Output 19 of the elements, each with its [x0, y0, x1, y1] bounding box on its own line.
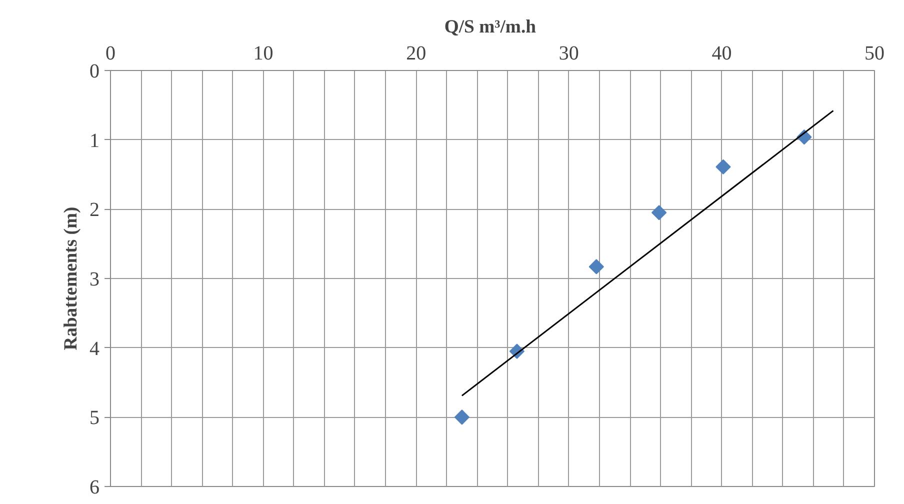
y-tick-label: 1	[90, 130, 100, 152]
point	[651, 205, 667, 220]
x-tick-label: 50	[864, 42, 884, 64]
point	[454, 410, 470, 425]
y-tick-label: 5	[90, 407, 100, 430]
x-tick-label: 40	[712, 42, 732, 64]
y-axis-title: Rabattements (m)	[60, 206, 82, 350]
x-axis-title: Q/S m³/m.h	[444, 16, 537, 38]
y-tick-label: 6	[90, 476, 100, 498]
x-tick-label: 20	[406, 42, 426, 64]
y-tick-label: 3	[90, 268, 100, 290]
y-tick-label: 4	[90, 338, 100, 360]
y-tick-label: 2	[90, 199, 100, 222]
x-tick-label: 0	[106, 42, 116, 64]
y-tick-label: 0	[90, 60, 100, 82]
x-tick-label: 10	[253, 42, 274, 64]
point	[588, 259, 604, 274]
x-tick-label: 30	[558, 42, 579, 64]
point	[716, 159, 731, 174]
